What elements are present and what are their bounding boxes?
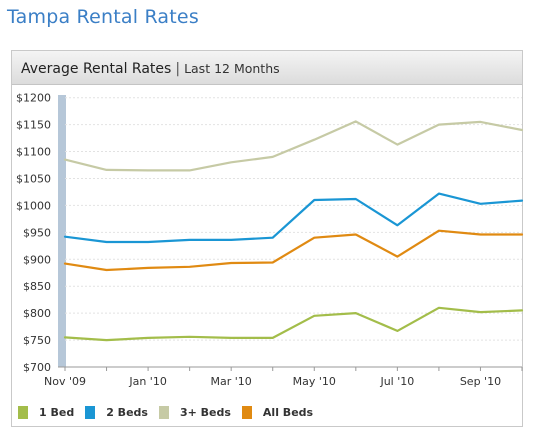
x-tick-label: Nov '09 <box>44 375 86 388</box>
x-tick-label: May '10 <box>293 375 336 388</box>
series-line-1-bed <box>63 306 524 342</box>
legend-label: All Beds <box>262 405 314 419</box>
legend-item-3plus-beds: 3+ Beds <box>158 405 231 419</box>
legend-swatch <box>241 405 252 419</box>
x-tick-label: Sep '10 <box>460 375 501 388</box>
y-tick-label: $950 <box>23 226 51 239</box>
y-tick-label: $1000 <box>16 199 51 212</box>
page-title: Tampa Rental Rates <box>7 6 199 28</box>
series-line-3plus-beds <box>63 120 524 172</box>
x-tick-label: Jan '10 <box>128 375 166 388</box>
y-tick-label: $900 <box>23 253 51 266</box>
panel-title-separator: | <box>175 61 181 77</box>
panel-header: Average Rental Rates | Last 12 Months <box>12 51 522 85</box>
y-tick-label: $800 <box>23 307 51 320</box>
panel-title: Average Rental Rates | Last 12 Months <box>21 61 280 77</box>
legend-item-all-beds: All Beds <box>241 405 314 419</box>
y-tick-label: $1100 <box>16 146 51 159</box>
legend-swatch <box>158 405 169 419</box>
legend-swatch <box>85 405 96 419</box>
x-tick-label: Jul '10 <box>379 375 414 388</box>
y-tick-label: $850 <box>23 280 51 293</box>
y-tick-label: $750 <box>23 334 51 347</box>
panel-title-text: Average Rental Rates <box>21 61 172 77</box>
series-line-all-beds <box>63 229 524 272</box>
legend-label: 2 Beds <box>106 405 148 419</box>
legend-label: 1 Bed <box>39 405 75 419</box>
panel-subtitle: Last 12 Months <box>184 61 280 76</box>
y-axis-band <box>58 95 66 367</box>
y-tick-label: $1150 <box>16 119 51 132</box>
legend-item-2-beds: 2 Beds <box>85 405 148 419</box>
series-line-2-beds <box>63 192 524 244</box>
chart-legend: 1 Bed 2 Beds 3+ Beds All Beds <box>18 404 324 420</box>
y-tick-label: $1200 <box>16 92 51 105</box>
y-tick-label: $700 <box>23 361 51 374</box>
x-tick-label: Mar '10 <box>211 375 252 388</box>
legend-label: 3+ Beds <box>179 405 231 419</box>
legend-item-1-bed: 1 Bed <box>18 405 75 419</box>
y-tick-label: $1050 <box>16 172 51 185</box>
legend-swatch <box>18 405 28 419</box>
